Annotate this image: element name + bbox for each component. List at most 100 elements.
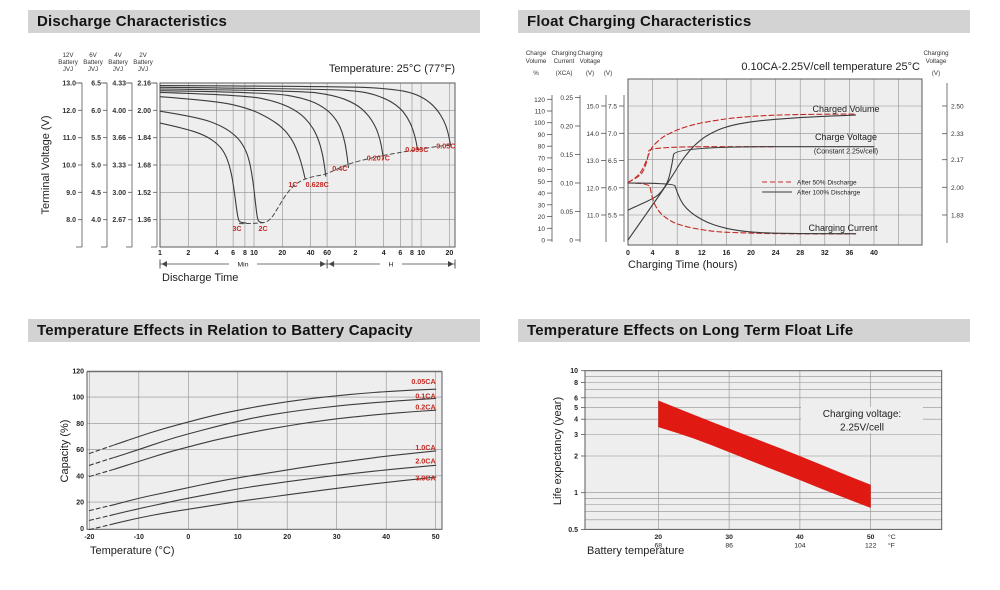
scale-header: Battery: [58, 59, 79, 66]
scale-tick-label: 30: [538, 202, 546, 209]
x-tick-label: 24: [772, 250, 780, 257]
rate-label: 3C: [232, 224, 241, 233]
cutoff-dashed-curve: [238, 144, 453, 225]
scale-header: JVJ: [88, 66, 98, 73]
scale-header: 12V: [62, 52, 74, 59]
plot-frame: [627, 78, 923, 246]
scale-tick-label: 60: [538, 167, 546, 174]
scale-header: Charging: [551, 50, 577, 57]
annotation-line2: 2.25V/cell: [840, 423, 884, 434]
scale-tick-label: 1.84: [137, 135, 151, 142]
scale-header: JVJ: [63, 66, 73, 73]
scale-unit: %: [533, 70, 539, 77]
in-plot-label: Charging Current: [808, 223, 878, 233]
y-axis-title: Capacity (%): [59, 420, 71, 483]
scale-tick-label: 2.17: [951, 157, 964, 164]
x-tick-label: 10: [234, 534, 242, 541]
x-tick-label: 20: [278, 250, 286, 257]
x-tick-label: 1: [158, 250, 162, 257]
scale-tick-label: 14.0: [586, 131, 599, 138]
scale-tick-label: 3.00: [112, 190, 126, 197]
scale-tick-label: 7.0: [608, 131, 617, 138]
x-unit-f: °F: [888, 542, 895, 550]
y-tick-label: 80: [76, 421, 84, 428]
scale-tick-label: 6.5: [608, 158, 617, 165]
rate-label: 0.093C: [405, 145, 428, 154]
x-tick-label: 28: [796, 250, 804, 257]
scale-tick-label: 5.5: [91, 135, 101, 142]
scale-header: Charging: [923, 50, 949, 57]
rate-label: 0.207C: [367, 154, 390, 163]
scale-tick-label: 2.16: [137, 81, 151, 88]
y-tick-label: 2: [574, 454, 578, 461]
rate-label: 2.0CA: [415, 456, 435, 465]
scale-tick-label: 100: [534, 120, 545, 127]
x-tick-label: 4: [215, 250, 219, 257]
chart-temp-capacity: 0.05CA 0.1CA 0.2CA 1.0CA 2.0CA 3.0CA 0 20 40 60 80…: [59, 368, 443, 557]
in-plot-label: Charged Volume: [812, 104, 879, 114]
scale-tick-label: 20: [538, 214, 546, 221]
0.05CA-curve: [113, 388, 437, 446]
scale-tick-label: 0: [541, 238, 545, 245]
y-tick-label: 120: [72, 368, 84, 375]
0.1CA-dash-curve: [88, 456, 115, 466]
y-tick-label: 6: [574, 395, 578, 402]
x-tick-label: 16: [723, 250, 731, 257]
span-label-bg: [380, 259, 402, 269]
scale-tick-label: 3.33: [112, 163, 126, 170]
x-tick-label: 32: [821, 250, 829, 257]
span-label-bg: [229, 259, 257, 269]
scale-tick-label: 7.5: [608, 104, 617, 111]
scale-tick-label: 40: [538, 191, 546, 198]
title-temperature-effects-battery-capacity: Temperature Effects in Relation to Batte…: [28, 319, 480, 342]
x-tick-label: 40: [382, 534, 390, 541]
x-tick-label: 6: [231, 250, 235, 257]
rate-label: 3.0CA: [415, 473, 435, 482]
y-tick-label: 40: [76, 473, 84, 480]
y-tick-label: 60: [76, 447, 84, 454]
life-expectancy-band: [658, 400, 871, 508]
scale-tick-label: 12.0: [62, 108, 76, 115]
2.0CA-dash-curve: [88, 513, 115, 521]
x-tick-label: 0: [186, 534, 190, 541]
scale-tick-label: 6.5: [91, 81, 101, 88]
x-tick-label: 2: [186, 250, 190, 257]
title-temperature-effects-float-life: Temperature Effects on Long Term Float L…: [518, 319, 970, 342]
discharge-curve: [159, 90, 349, 169]
scale-tick-label: 4.00: [112, 108, 126, 115]
1.0CA-curve: [113, 450, 437, 506]
plot-background: [87, 371, 442, 530]
scale-header: JVJ: [138, 66, 148, 73]
y-tick-label: 4: [574, 417, 578, 424]
in-plot-label: (Constant 2.25v/cell): [814, 149, 878, 156]
x-tick-label: 4: [382, 250, 386, 257]
annotation-background: [801, 407, 923, 433]
x-unit-c: °C: [888, 533, 896, 541]
rate-label: 1.0CA: [415, 443, 435, 452]
scale-header: Battery: [133, 59, 154, 66]
scale-unit: (V): [586, 70, 594, 77]
scale-header: Battery: [83, 59, 104, 66]
span-arrowhead: [448, 261, 454, 267]
y-tick-label: 100: [72, 395, 84, 402]
scale-header: Charge: [526, 50, 547, 57]
scale-tick-label: 80: [538, 144, 546, 151]
chart-float-charging: Charged Volume Charge Voltage (Constant 2.…: [526, 50, 964, 271]
scale-tick-label: 11.0: [587, 213, 600, 220]
x-tick-label: 30: [333, 534, 341, 541]
x-axis-title: Charging Time (hours): [628, 259, 737, 271]
scale-tick-label: 4.5: [91, 190, 101, 197]
x-tick-label: 10: [250, 250, 258, 257]
x-tick-label: 8: [243, 250, 247, 257]
scale-tick-label: 11.0: [63, 135, 76, 142]
x-axis-title: Battery temperature: [587, 545, 684, 557]
x-tick-label-f: 86: [725, 543, 733, 550]
annotation-line1: Charging voltage:: [823, 409, 901, 420]
scale-header: 2V: [139, 52, 147, 59]
scale-tick-label: 1.68: [137, 163, 151, 170]
y-tick-label: 3: [574, 432, 578, 439]
scale-tick-label: 0: [569, 238, 573, 245]
y-tick-label: 10: [570, 368, 578, 375]
1.0CA-dash-curve: [88, 504, 115, 512]
